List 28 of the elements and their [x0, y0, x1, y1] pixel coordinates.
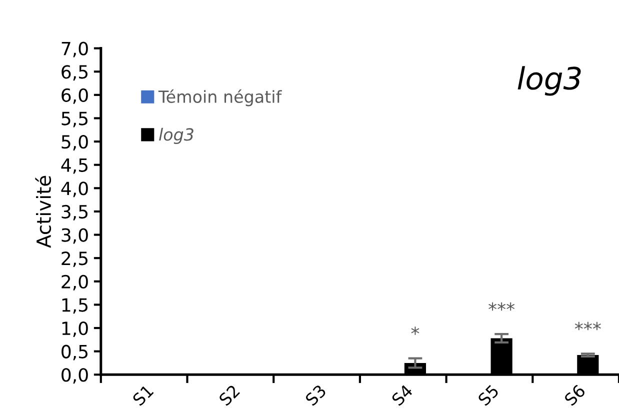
- y-axis-title: Activité: [35, 176, 52, 248]
- y-tick-label: 1,0: [62, 321, 88, 337]
- x-tick-label: S4: [390, 384, 414, 406]
- legend-label: log3: [159, 128, 194, 144]
- y-tick-label: 2,5: [62, 252, 88, 268]
- y-tick-label: 3,0: [62, 228, 88, 244]
- y-tick-label: 1,5: [62, 298, 88, 314]
- y-tick-label: 5,0: [62, 135, 88, 150]
- annotation: *: [411, 326, 420, 335]
- text: log3: [518, 66, 581, 96]
- x-tick-label: S2: [218, 384, 240, 406]
- y-tick-label: 4,0: [61, 182, 88, 198]
- annotation: ***: [574, 322, 601, 330]
- y-tick-label: 6,5: [62, 65, 88, 81]
- x-tick-label: S1: [132, 384, 154, 406]
- x-tick-label: S6: [564, 384, 586, 406]
- legend-label: Témoin négatif: [158, 89, 282, 106]
- y-tick-label: 2,0: [62, 274, 88, 290]
- y-tick-label: 4,5: [61, 158, 88, 174]
- y-tick-label: 3,5: [62, 204, 88, 220]
- annotation: ***: [488, 302, 515, 311]
- x-tick-label: S3: [304, 384, 327, 406]
- y-tick-label: 6,0: [62, 88, 88, 104]
- y-tick-label: 7,0: [62, 42, 88, 58]
- y-tick-label: 5,5: [62, 112, 88, 128]
- y-tick-label: 0,0: [62, 368, 88, 384]
- y-tick-label: 0,5: [62, 344, 88, 360]
- x-tick-label: S5: [477, 384, 500, 406]
